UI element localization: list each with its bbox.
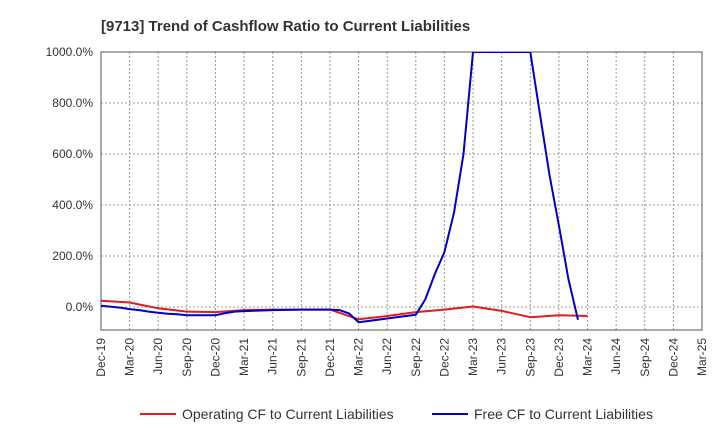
x-tick-label: Jun-23 [495,338,509,375]
x-tick-label: Mar-21 [237,338,251,376]
x-tick-label: Dec-20 [208,338,222,377]
y-tick-label: 0.0% [66,300,94,314]
x-tick-label: Sep-23 [523,338,537,377]
x-tick-label: Dec-19 [94,338,108,377]
x-axis-tick-labels: Dec-19 Mar-20 Jun-20 Sep-20 Dec-20 Mar-21 Jun-… [94,338,709,377]
y-tick-label: 200.0% [52,249,93,263]
grid [100,51,703,330]
legend-label-free-cf: Free CF to Current Liabilities [474,406,653,422]
y-axis-tick-labels: 0.0% 200.0% 400.0% 600.0% 800.0% 1000.0% [46,45,94,314]
x-tick-label: Dec-22 [437,338,451,377]
x-tick-label: Dec-24 [666,338,680,377]
x-tick-label: Dec-23 [552,338,566,377]
x-tick-label: Jun-22 [380,338,394,375]
x-tick-label: Jun-20 [151,338,165,375]
x-tick-label: Mar-22 [352,338,366,376]
plot-border [100,51,703,331]
x-tick-label: Sep-22 [409,338,423,377]
x-tick-label: Sep-24 [638,338,652,377]
y-tick-label: 600.0% [52,147,93,161]
series-line-free-cf [101,52,579,324]
series-line-operating-cf [101,299,588,321]
x-tick-label: Sep-21 [294,338,308,377]
legend-label-operating-cf: Operating CF to Current Liabilities [182,406,394,422]
legend: Operating CF to Current Liabilities Free… [140,406,653,422]
x-tick-label: Mar-23 [466,338,480,376]
y-tick-label: 400.0% [52,198,93,212]
x-tick-label: Jun-24 [609,338,623,375]
x-tick-label: Mar-25 [695,338,709,376]
chart-title: [9713] Trend of Cashflow Ratio to Curren… [101,18,470,35]
y-tick-label: 1000.0% [46,45,94,59]
x-tick-label: Dec-21 [323,338,337,377]
x-tick-label: Jun-21 [266,338,280,375]
series-lines [101,52,588,324]
x-tick-label: Mar-24 [581,338,595,376]
x-tick-label: Sep-20 [180,338,194,377]
y-tick-label: 800.0% [52,96,93,110]
x-tick-label: Mar-20 [123,338,137,376]
plot-frame [100,51,703,331]
